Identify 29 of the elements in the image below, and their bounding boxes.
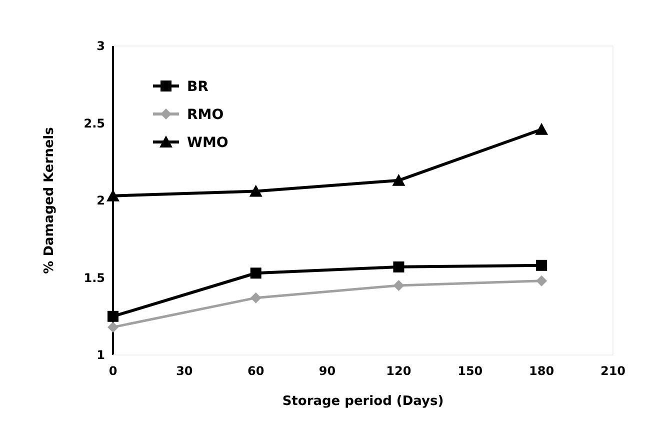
y-tick-label: 2.5 bbox=[84, 116, 105, 130]
y-tick-label: 2 bbox=[96, 194, 105, 208]
y-tick-label: 3 bbox=[96, 39, 105, 54]
point bbox=[108, 310, 118, 322]
x-tick-label: 180 bbox=[529, 364, 554, 378]
x-tick-label: 210 bbox=[600, 364, 626, 378]
point bbox=[249, 184, 262, 197]
point bbox=[535, 122, 548, 135]
point bbox=[250, 292, 262, 304]
legend-label: WMO bbox=[187, 134, 228, 151]
y-tick-label: 1 bbox=[96, 348, 105, 362]
point bbox=[536, 275, 548, 286]
x-tick-label: 30 bbox=[176, 364, 193, 378]
legend-label: RMO bbox=[187, 106, 224, 123]
x-tick-label: 0 bbox=[108, 364, 118, 378]
y-axis-title: % Damaged Kernels bbox=[42, 126, 57, 274]
x-tick-label: 90 bbox=[318, 364, 336, 378]
point bbox=[393, 280, 404, 291]
point bbox=[250, 268, 262, 279]
x-tick-label: 150 bbox=[458, 364, 483, 378]
point bbox=[108, 322, 118, 333]
x-tick-label: 120 bbox=[386, 364, 412, 378]
y-tick-label: 1.5 bbox=[84, 270, 105, 285]
legend-label: BR bbox=[187, 78, 209, 95]
x-tick-label: 60 bbox=[248, 364, 264, 378]
point bbox=[392, 174, 406, 186]
x-axis-title: Storage period (Days) bbox=[282, 394, 444, 409]
point bbox=[393, 261, 404, 272]
point bbox=[536, 260, 548, 271]
